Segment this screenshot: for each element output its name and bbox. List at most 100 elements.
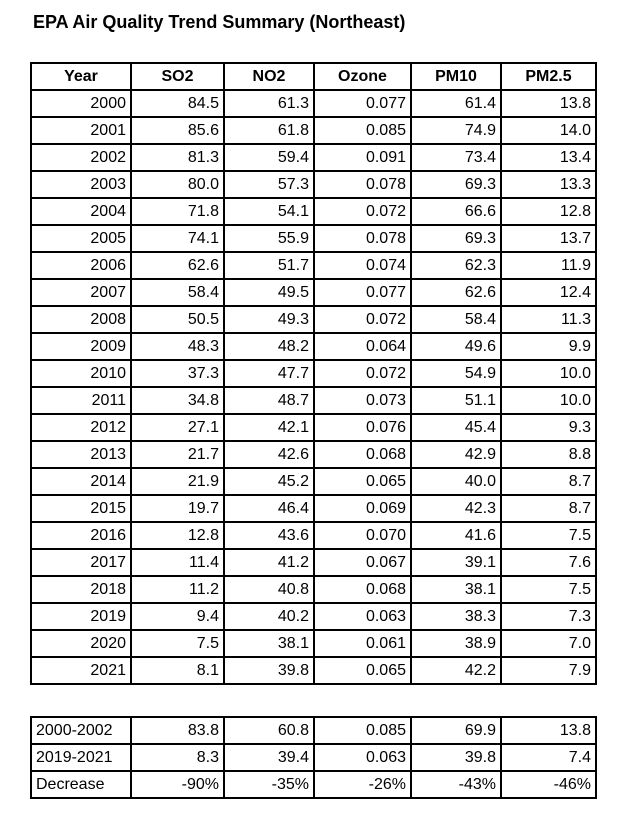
- summary-table: 2000-2002 83.8 60.8 0.085 69.9 13.8 2019-2021 8…: [30, 716, 597, 799]
- air-quality-table: Year SO2 NO2 Ozone PM10 PM2.5 2000 84.5 61.3 0.0…: [30, 62, 597, 685]
- value-cell: 11.2: [130, 575, 225, 604]
- summary-value-cell: 0.085: [313, 716, 412, 745]
- value-cell: 51.7: [223, 251, 315, 280]
- summary-value-cell: 13.8: [500, 716, 597, 745]
- year-cell: 2012: [30, 413, 132, 442]
- year-cell: 2016: [30, 521, 132, 550]
- table-row: 2006 62.6 51.7 0.074 62.3 11.9: [30, 251, 597, 280]
- value-cell: 74.9: [410, 116, 502, 145]
- value-cell: 12.8: [130, 521, 225, 550]
- value-cell: 12.4: [500, 278, 597, 307]
- value-cell: 0.069: [313, 494, 412, 523]
- value-cell: 57.3: [223, 170, 315, 199]
- value-cell: 0.074: [313, 251, 412, 280]
- value-cell: 7.0: [500, 629, 597, 658]
- year-cell: 2015: [30, 494, 132, 523]
- value-cell: 27.1: [130, 413, 225, 442]
- value-cell: 9.9: [500, 332, 597, 361]
- value-cell: 10.0: [500, 359, 597, 388]
- value-cell: 38.1: [223, 629, 315, 658]
- year-cell: 2010: [30, 359, 132, 388]
- table-row: 2001 85.6 61.8 0.085 74.9 14.0: [30, 116, 597, 145]
- table-row: 2012 27.1 42.1 0.076 45.4 9.3: [30, 413, 597, 442]
- value-cell: 73.4: [410, 143, 502, 172]
- year-cell: 2002: [30, 143, 132, 172]
- value-cell: 40.8: [223, 575, 315, 604]
- value-cell: 38.3: [410, 602, 502, 631]
- value-cell: 0.091: [313, 143, 412, 172]
- year-cell: 2004: [30, 197, 132, 226]
- year-cell: 2018: [30, 575, 132, 604]
- value-cell: 37.3: [130, 359, 225, 388]
- table-row: 2002 81.3 59.4 0.091 73.4 13.4: [30, 143, 597, 172]
- table-row: 2019 9.4 40.2 0.063 38.3 7.3: [30, 602, 597, 631]
- value-cell: 38.1: [410, 575, 502, 604]
- summary-value-cell: 8.3: [130, 743, 225, 772]
- value-cell: 42.2: [410, 656, 502, 685]
- year-cell: 2009: [30, 332, 132, 361]
- summary-row: 2019-2021 8.3 39.4 0.063 39.8 7.4: [30, 743, 597, 772]
- value-cell: 45.4: [410, 413, 502, 442]
- value-cell: 59.4: [223, 143, 315, 172]
- value-cell: 66.6: [410, 197, 502, 226]
- value-cell: 42.1: [223, 413, 315, 442]
- value-cell: 0.077: [313, 89, 412, 118]
- value-cell: 71.8: [130, 197, 225, 226]
- year-cell: 2020: [30, 629, 132, 658]
- value-cell: 61.4: [410, 89, 502, 118]
- value-cell: 62.6: [130, 251, 225, 280]
- value-cell: 45.2: [223, 467, 315, 496]
- value-cell: 13.8: [500, 89, 597, 118]
- value-cell: 0.078: [313, 170, 412, 199]
- value-cell: 48.7: [223, 386, 315, 415]
- value-cell: 7.5: [500, 575, 597, 604]
- summary-value-cell: -46%: [500, 770, 597, 799]
- summary-label-cell: Decrease: [30, 770, 132, 799]
- value-cell: 7.5: [500, 521, 597, 550]
- table-row: 2007 58.4 49.5 0.077 62.6 12.4: [30, 278, 597, 307]
- value-cell: 41.6: [410, 521, 502, 550]
- summary-value-cell: 7.4: [500, 743, 597, 772]
- summary-value-cell: -35%: [223, 770, 315, 799]
- value-cell: 42.6: [223, 440, 315, 469]
- value-cell: 8.1: [130, 656, 225, 685]
- year-cell: 2019: [30, 602, 132, 631]
- value-cell: 40.0: [410, 467, 502, 496]
- value-cell: 34.8: [130, 386, 225, 415]
- column-header: SO2: [130, 62, 225, 91]
- value-cell: 0.061: [313, 629, 412, 658]
- value-cell: 55.9: [223, 224, 315, 253]
- value-cell: 81.3: [130, 143, 225, 172]
- table-row: 2018 11.2 40.8 0.068 38.1 7.5: [30, 575, 597, 604]
- table-row: 2003 80.0 57.3 0.078 69.3 13.3: [30, 170, 597, 199]
- value-cell: 7.5: [130, 629, 225, 658]
- value-cell: 69.3: [410, 170, 502, 199]
- value-cell: 38.9: [410, 629, 502, 658]
- table-row: 2016 12.8 43.6 0.070 41.6 7.5: [30, 521, 597, 550]
- value-cell: 50.5: [130, 305, 225, 334]
- value-cell: 41.2: [223, 548, 315, 577]
- value-cell: 0.064: [313, 332, 412, 361]
- value-cell: 49.3: [223, 305, 315, 334]
- year-cell: 2000: [30, 89, 132, 118]
- column-header: PM10: [410, 62, 502, 91]
- value-cell: 48.3: [130, 332, 225, 361]
- year-cell: 2006: [30, 251, 132, 280]
- value-cell: 0.072: [313, 305, 412, 334]
- value-cell: 42.3: [410, 494, 502, 523]
- year-cell: 2001: [30, 116, 132, 145]
- value-cell: 13.7: [500, 224, 597, 253]
- value-cell: 47.7: [223, 359, 315, 388]
- value-cell: 0.076: [313, 413, 412, 442]
- column-header: PM2.5: [500, 62, 597, 91]
- value-cell: 51.1: [410, 386, 502, 415]
- value-cell: 74.1: [130, 224, 225, 253]
- year-cell: 2021: [30, 656, 132, 685]
- value-cell: 0.073: [313, 386, 412, 415]
- table-row: 2017 11.4 41.2 0.067 39.1 7.6: [30, 548, 597, 577]
- value-cell: 9.3: [500, 413, 597, 442]
- year-cell: 2017: [30, 548, 132, 577]
- value-cell: 19.7: [130, 494, 225, 523]
- value-cell: 61.8: [223, 116, 315, 145]
